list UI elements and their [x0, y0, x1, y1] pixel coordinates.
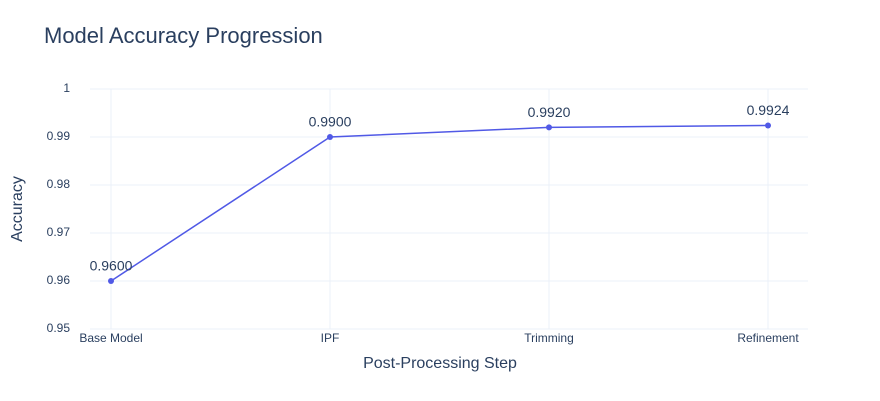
- data-label: 0.9900: [309, 114, 352, 130]
- marker: [765, 122, 771, 129]
- y-tick-label: 0.99: [47, 129, 71, 143]
- x-tick-label: IPF: [321, 331, 340, 345]
- line: [110, 124, 769, 282]
- chart-title: Model Accuracy Progression: [44, 23, 323, 48]
- y-tick-label: 0.96: [47, 273, 71, 287]
- x-tick-label: Refinement: [737, 331, 799, 345]
- marker: [546, 124, 552, 131]
- marker: [327, 134, 333, 140]
- y-tick-label: 0.98: [47, 177, 71, 191]
- y-tick-label: 0.95: [47, 321, 71, 335]
- y-axis-title: Accuracy: [9, 176, 26, 242]
- data-label: 0.9924: [747, 102, 790, 118]
- x-tick-label: Base Model: [79, 331, 142, 345]
- marker: [108, 278, 114, 284]
- data-label: 0.9920: [528, 104, 571, 120]
- y-tick-label: 0.97: [47, 225, 71, 239]
- data-label: 0.9600: [90, 258, 133, 274]
- y-tick-label: 1: [63, 81, 70, 95]
- x-axis-title: Post-Processing Step: [363, 355, 517, 372]
- x-tick-label: Trimming: [524, 331, 574, 345]
